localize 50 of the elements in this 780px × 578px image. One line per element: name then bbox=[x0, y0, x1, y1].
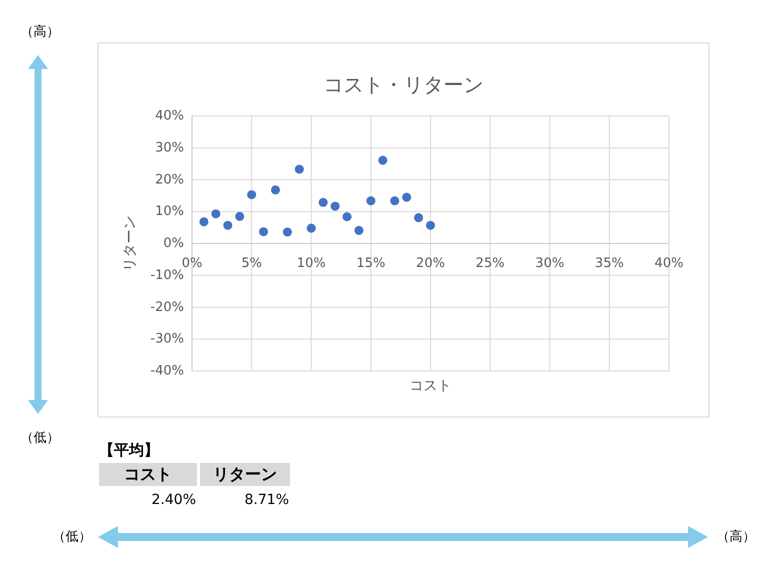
x-tick-label: 25% bbox=[476, 256, 505, 272]
text: コスト bbox=[124, 464, 172, 484]
point bbox=[294, 164, 304, 174]
y-tick-label: 10% bbox=[155, 204, 184, 220]
x-tick-label: 35% bbox=[594, 256, 624, 272]
y-tick-label: 30% bbox=[155, 140, 184, 156]
point bbox=[354, 226, 364, 235]
y-axis-title: リターン bbox=[122, 216, 138, 272]
point bbox=[259, 227, 268, 236]
y-tick-label: 40% bbox=[155, 108, 184, 124]
point bbox=[199, 217, 208, 226]
x-tick-label: 10% bbox=[296, 256, 326, 272]
point bbox=[247, 190, 256, 200]
y-tick-label: -40% bbox=[150, 364, 184, 379]
x-tick-label: 40% bbox=[654, 256, 684, 272]
x-tick-label: 15% bbox=[356, 256, 386, 272]
text: （高） bbox=[20, 24, 60, 40]
x-tick-label: 0% bbox=[182, 256, 202, 272]
y-tick-label: -10% bbox=[150, 268, 184, 283]
text: リターン bbox=[213, 464, 277, 484]
point bbox=[211, 209, 220, 218]
x-axis-title: コスト bbox=[410, 378, 452, 394]
point bbox=[426, 220, 436, 230]
point bbox=[235, 212, 244, 221]
point bbox=[330, 202, 340, 211]
point bbox=[414, 213, 424, 222]
point bbox=[366, 196, 376, 206]
text: 8.71% bbox=[244, 492, 289, 508]
text: 2.40% bbox=[152, 492, 196, 508]
text: （低） bbox=[20, 430, 60, 446]
point bbox=[282, 228, 292, 237]
point bbox=[342, 212, 352, 222]
x-tick-label: 30% bbox=[535, 256, 564, 272]
point bbox=[318, 198, 328, 207]
point bbox=[378, 156, 388, 165]
text: （高） bbox=[716, 528, 756, 545]
x-tick-label: 20% bbox=[416, 256, 445, 272]
point bbox=[270, 185, 280, 194]
text: （低） bbox=[52, 530, 92, 545]
y-tick-label: 0% bbox=[163, 236, 184, 252]
y-tick-label: -30% bbox=[150, 332, 184, 347]
chart-title: コスト・リターン bbox=[324, 72, 484, 96]
text: 【平均】 bbox=[99, 441, 159, 460]
x-tick-label: 5% bbox=[241, 256, 262, 272]
y-tick-label: -20% bbox=[150, 300, 184, 315]
point bbox=[390, 196, 400, 206]
y-tick-label: 20% bbox=[155, 172, 184, 188]
point bbox=[402, 192, 412, 202]
point bbox=[306, 224, 316, 233]
point bbox=[223, 220, 232, 230]
